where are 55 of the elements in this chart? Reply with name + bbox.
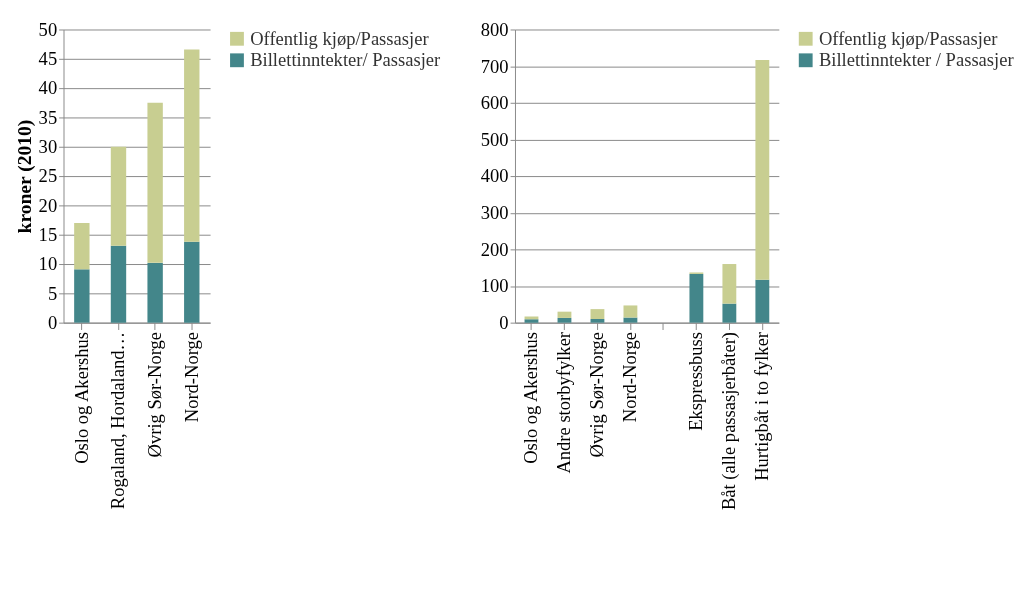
x-tick-label: Rogaland, Hordaland… <box>107 331 129 510</box>
bar <box>184 49 200 242</box>
bar <box>184 241 200 323</box>
x-tick-label: Nord-Norge <box>180 331 202 423</box>
y-tick-label: 200 <box>480 238 509 260</box>
y-tick-label: 20 <box>38 194 58 216</box>
y-axis-title: kroner (2010) <box>13 119 36 234</box>
bar <box>110 245 127 323</box>
y-tick-label: 0 <box>47 312 58 334</box>
bar <box>623 305 638 318</box>
bar <box>755 59 770 280</box>
x-tick-label: Andre storbyfylker <box>553 331 575 474</box>
y-tick-label: 100 <box>480 275 509 297</box>
y-tick-label: 0 <box>499 312 509 334</box>
x-tick-label: Nord-Norge <box>619 331 641 423</box>
x-tick-label: Oslo og Akershus <box>70 331 92 464</box>
bar <box>147 102 163 263</box>
bar <box>74 269 90 323</box>
y-tick-label: 10 <box>38 253 58 275</box>
bar <box>755 279 770 323</box>
bar <box>110 146 127 246</box>
bar <box>689 273 704 323</box>
y-tick-label: 300 <box>480 202 509 224</box>
bar <box>74 222 90 270</box>
bar <box>557 311 572 318</box>
y-tick-label: 50 <box>38 18 58 40</box>
bar <box>147 262 163 323</box>
y-tick-label: 400 <box>480 165 509 187</box>
legend-label: Offentlig kjøp/Passasjer <box>818 27 999 49</box>
y-tick-label: 500 <box>480 128 509 150</box>
y-tick-label: 800 <box>480 18 509 40</box>
y-tick-label: 25 <box>38 165 58 187</box>
x-tick-label: Oslo og Akershus <box>520 331 542 464</box>
y-tick-label: 15 <box>38 224 58 246</box>
bar <box>590 309 605 319</box>
legend-label: Billettinntekter / Passasjer <box>818 49 1015 71</box>
y-tick-label: 5 <box>47 282 58 304</box>
x-tick-label: Ekspressbuss <box>685 331 707 431</box>
x-tick-label: Hurtigbåt i to fylker <box>751 331 773 481</box>
bar <box>722 303 737 323</box>
bar <box>557 317 572 323</box>
bar <box>623 317 638 323</box>
x-tick-label: Øvrig Sør-Norge <box>586 331 608 458</box>
bar <box>722 264 737 304</box>
y-tick-label: 40 <box>38 77 58 99</box>
y-tick-label: 600 <box>480 92 509 114</box>
y-tick-label: 35 <box>38 106 58 128</box>
legend-label: Offentlig kjøp/Passasjer <box>250 27 430 49</box>
x-tick-label: Øvrig Sør-Norge <box>144 331 165 458</box>
y-tick-label: 30 <box>38 136 58 158</box>
x-tick-label: Båt (alle passasjerbåter) <box>718 331 741 511</box>
legend-label: Billettinntekter/ Passasjer <box>250 49 442 71</box>
y-tick-label: 45 <box>38 48 58 70</box>
bar <box>590 319 605 323</box>
y-tick-label: 700 <box>480 55 509 77</box>
